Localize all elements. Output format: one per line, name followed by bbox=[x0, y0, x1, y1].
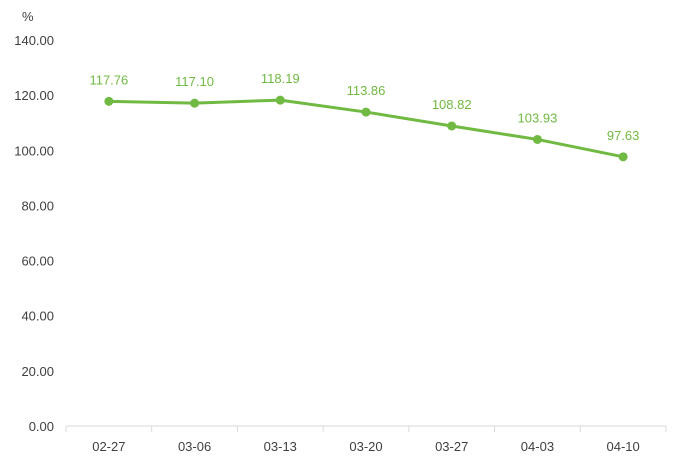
data-label: 108.82 bbox=[432, 97, 472, 112]
data-label: 118.19 bbox=[261, 71, 300, 86]
x-axis: 02-27 03-06 03-13 03-20 03-27 04-03 04-10 bbox=[65, 425, 667, 454]
series-layer: 117.76 117.10 118.19 113.86 108.82 103.93 97.6… bbox=[89, 71, 640, 162]
x-tick-label: 03-06 bbox=[178, 439, 211, 454]
y-tick-label: 100.00 bbox=[14, 143, 54, 158]
data-point bbox=[532, 134, 542, 144]
x-tick-label: 03-20 bbox=[349, 439, 382, 454]
data-label: 97.63 bbox=[607, 128, 640, 143]
y-axis-ticks: 0.00 20.00 40.00 60.00 80.00 100.00 120.00 140.… bbox=[14, 33, 54, 434]
data-point bbox=[190, 98, 200, 108]
x-tick-label: 03-13 bbox=[264, 439, 297, 454]
x-tick-label: 03-27 bbox=[435, 439, 468, 454]
x-tick-label: 02-27 bbox=[92, 439, 125, 454]
data-point bbox=[447, 121, 457, 131]
y-axis-unit-label: % bbox=[22, 9, 34, 24]
data-label: 103.93 bbox=[518, 110, 558, 125]
data-point bbox=[104, 96, 114, 106]
y-tick-label: 60.00 bbox=[21, 254, 54, 269]
data-label: 113.86 bbox=[347, 83, 386, 98]
data-point bbox=[361, 107, 371, 117]
data-label: 117.10 bbox=[175, 74, 214, 89]
data-point bbox=[275, 95, 285, 105]
y-tick-label: 120.00 bbox=[14, 88, 54, 103]
data-label: 117.76 bbox=[89, 72, 128, 87]
y-tick-label: 140.00 bbox=[14, 33, 54, 48]
x-tick-label: 04-10 bbox=[607, 439, 640, 454]
y-tick-label: 20.00 bbox=[21, 364, 54, 379]
y-tick-label: 80.00 bbox=[21, 198, 54, 213]
x-tick-label: 04-03 bbox=[521, 439, 554, 454]
data-point bbox=[618, 152, 628, 162]
y-tick-label: 40.00 bbox=[21, 309, 54, 324]
y-tick-label: 0.00 bbox=[29, 419, 54, 434]
